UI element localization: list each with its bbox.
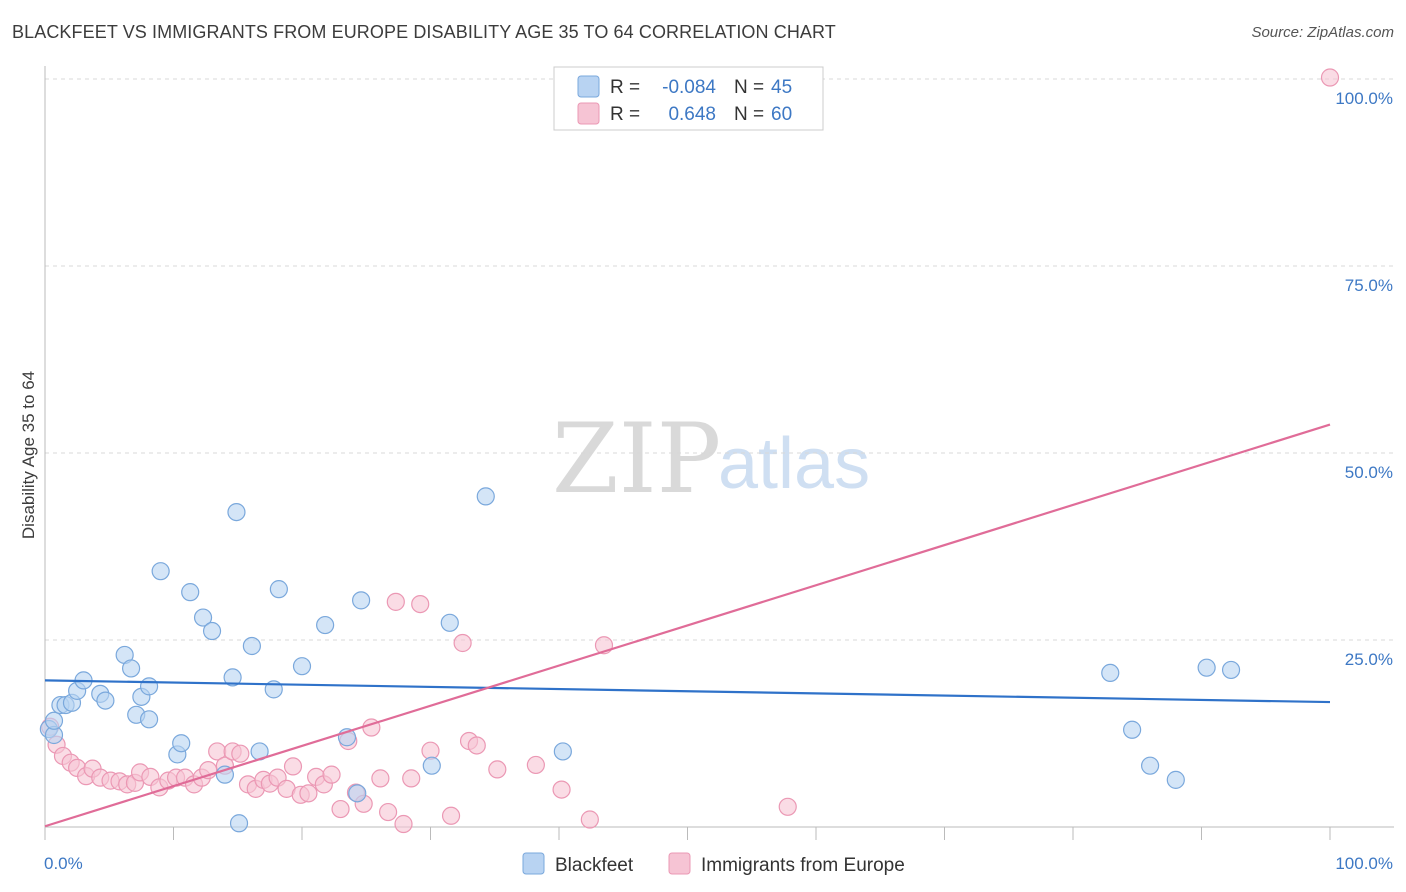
legend-r-value-2: 0.648 xyxy=(668,104,716,125)
blackfeet-point-36 xyxy=(422,756,441,775)
blackfeet-point-41 xyxy=(1140,756,1160,775)
watermark-zip: ZIP xyxy=(552,403,721,515)
immigrants-point-24 xyxy=(231,744,250,763)
immigrants-point-43 xyxy=(378,802,398,822)
x-tick-label-min: 0.0% xyxy=(44,854,83,873)
immigrants-point-47 xyxy=(411,594,430,614)
immigrants-point-48 xyxy=(421,741,440,760)
x-tick-labels: 0.0% 100.0% xyxy=(44,854,1393,873)
blackfeet-point-27 xyxy=(227,502,246,522)
legend-n-value-1: 45 xyxy=(771,77,792,98)
gridlines xyxy=(45,78,1394,641)
immigrants-point-49 xyxy=(441,806,461,825)
blackfeet-point-31 xyxy=(316,615,335,635)
legend-n-label-2: N = xyxy=(734,104,764,125)
axes xyxy=(44,66,1394,840)
immigrants-point-45 xyxy=(394,814,413,834)
y-axis-title: Disability Age 35 to 64 xyxy=(19,371,38,539)
immigrants-point-54 xyxy=(526,755,545,775)
immigrants-point-53 xyxy=(488,760,507,779)
series-legend: Blackfeet Immigrants from Europe xyxy=(522,852,905,876)
y-tick-label: 50.0% xyxy=(1345,463,1393,482)
blackfeet-point-22 xyxy=(223,668,242,687)
y-tick-label: 25.0% xyxy=(1345,650,1393,669)
blackfeet-point-9 xyxy=(96,691,115,710)
blackfeet-point-38 xyxy=(553,742,572,761)
immigrants-point-42 xyxy=(371,769,390,788)
y-tick-label: 100.0% xyxy=(1335,89,1393,108)
immigrants-point-44 xyxy=(386,592,405,611)
chart-title: BLACKFEET VS IMMIGRANTS FROM EUROPE DISA… xyxy=(12,22,836,42)
immigrants-point-33 xyxy=(299,784,318,803)
legend-n-label-1: N = xyxy=(734,77,764,98)
blackfeet-point-44 xyxy=(1221,660,1241,680)
immigrants-point-55 xyxy=(552,780,571,799)
legend-r-label-1: R = xyxy=(610,77,640,98)
legend-r-value-1: -0.084 xyxy=(662,77,716,98)
immigrants-point-52 xyxy=(467,736,486,755)
bottom-legend-swatch-immigrants xyxy=(668,852,691,875)
blackfeet-points xyxy=(39,487,1241,833)
immigrants-trend-line xyxy=(44,423,1331,828)
y-tick-label: 75.0% xyxy=(1345,276,1393,295)
blackfeet-point-39 xyxy=(1101,663,1120,683)
blackfeet-point-29 xyxy=(269,580,288,599)
legend-swatch-immigrants xyxy=(577,102,600,125)
blackfeet-point-18 xyxy=(172,734,191,753)
trend-lines xyxy=(44,423,1331,828)
blackfeet-trend-line xyxy=(44,679,1331,704)
immigrants-point-37 xyxy=(331,799,350,819)
blackfeet-point-15 xyxy=(139,710,159,729)
immigrants-point-58 xyxy=(778,797,797,816)
blackfeet-point-42 xyxy=(1166,770,1185,789)
blackfeet-point-37 xyxy=(440,613,459,632)
blackfeet-point-2 xyxy=(44,711,64,730)
blackfeet-point-43 xyxy=(1197,658,1216,677)
x-tick-label-max: 100.0% xyxy=(1335,854,1393,873)
blackfeet-point-40 xyxy=(1123,720,1142,739)
blackfeet-point-20 xyxy=(193,608,213,627)
blackfeet-point-16 xyxy=(151,562,170,581)
immigrants-point-36 xyxy=(322,765,341,784)
source-credit: Source: ZipAtlas.com xyxy=(1251,24,1394,41)
blackfeet-point-23 xyxy=(242,636,261,656)
blackfeet-point-33 xyxy=(348,784,367,803)
watermark-atlas: atlas xyxy=(718,424,870,504)
immigrants-point-56 xyxy=(580,810,599,829)
blackfeet-point-34 xyxy=(352,591,371,610)
bottom-legend-immigrants: Immigrants from Europe xyxy=(701,855,905,876)
blackfeet-point-19 xyxy=(181,583,200,602)
legend-n-value-2: 60 xyxy=(771,104,792,125)
immigrants-point-46 xyxy=(402,769,421,788)
immigrants-point-31 xyxy=(283,757,303,776)
immigrants-point-59 xyxy=(1320,68,1340,87)
blackfeet-point-35 xyxy=(476,487,495,506)
blackfeet-point-14 xyxy=(139,677,159,696)
blackfeet-point-26 xyxy=(229,814,249,833)
bottom-legend-swatch-blackfeet xyxy=(522,852,545,875)
bottom-legend-blackfeet: Blackfeet xyxy=(555,855,634,876)
blackfeet-point-21 xyxy=(202,621,222,641)
blackfeet-point-11 xyxy=(121,659,141,678)
legend-swatch-blackfeet xyxy=(577,75,600,98)
immigrants-point-50 xyxy=(453,633,472,653)
blackfeet-point-30 xyxy=(292,657,312,676)
y-tick-labels: 25.0% 50.0% 75.0% 100.0% xyxy=(1335,89,1393,669)
correlation-legend: R = -0.084 N = 45 R = 0.648 N = 60 xyxy=(553,66,824,131)
legend-r-label-2: R = xyxy=(610,104,640,125)
